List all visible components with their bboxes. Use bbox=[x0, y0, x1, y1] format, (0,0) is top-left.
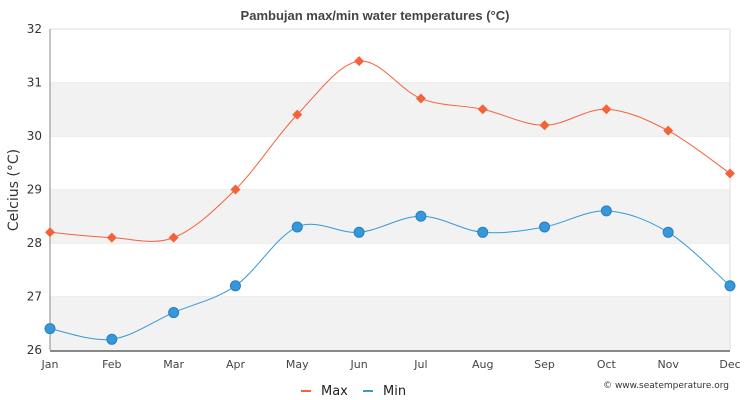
x-tick-label: Oct bbox=[597, 358, 617, 371]
x-tick-label: Dec bbox=[719, 358, 740, 371]
x-tick-label: Sep bbox=[534, 358, 555, 371]
grid-band bbox=[50, 29, 730, 83]
y-tick-label: 30 bbox=[27, 129, 42, 143]
grid-band bbox=[50, 296, 730, 350]
grid-band bbox=[50, 189, 730, 243]
data-point-max bbox=[45, 227, 55, 238]
x-tick-label: Mar bbox=[163, 358, 184, 371]
x-tick-label: Jan bbox=[41, 358, 59, 371]
y-tick-label: 28 bbox=[27, 236, 42, 250]
data-point-min bbox=[106, 333, 118, 345]
data-point-max bbox=[725, 168, 735, 179]
x-tick-label: May bbox=[286, 358, 309, 371]
data-point-max bbox=[601, 104, 612, 115]
grid-band bbox=[50, 82, 730, 136]
x-tick-label: Jun bbox=[349, 358, 367, 371]
data-point-min bbox=[600, 205, 612, 217]
x-tick-label: Aug bbox=[472, 358, 493, 371]
legend-min-label[interactable]: Min bbox=[383, 384, 406, 399]
x-tick-label: Nov bbox=[657, 358, 679, 371]
data-point-max bbox=[106, 232, 117, 243]
data-point-min bbox=[662, 226, 674, 238]
data-point-max bbox=[663, 125, 674, 136]
data-point-min bbox=[229, 280, 241, 292]
data-point-min bbox=[415, 210, 427, 222]
data-point-max bbox=[168, 232, 179, 243]
x-tick-label: Apr bbox=[226, 358, 246, 371]
y-tick-label: 29 bbox=[27, 183, 42, 197]
data-point-max bbox=[230, 184, 241, 195]
y-tick-label: 26 bbox=[27, 343, 42, 357]
data-point-min bbox=[724, 280, 736, 292]
credit: © www.seatemperature.org bbox=[603, 381, 729, 391]
data-point-max bbox=[415, 93, 426, 104]
data-point-min bbox=[353, 226, 365, 238]
data-point-min bbox=[44, 323, 56, 335]
data-point-max bbox=[354, 56, 365, 67]
grid-band bbox=[50, 243, 730, 297]
chart-title: Pambujan max/min water temperatures (°C) bbox=[241, 8, 510, 23]
legend-max-label[interactable]: Max bbox=[321, 384, 348, 399]
data-point-min bbox=[477, 226, 489, 238]
grid-band bbox=[50, 136, 730, 190]
y-tick-label: 32 bbox=[27, 22, 42, 36]
data-point-min bbox=[168, 307, 180, 319]
x-tick-label: Feb bbox=[102, 358, 121, 371]
y-axis-label: Celcius (°C) bbox=[6, 149, 22, 231]
data-point-max bbox=[539, 120, 550, 131]
data-point-min bbox=[291, 221, 303, 233]
y-tick-label: 27 bbox=[27, 290, 42, 304]
data-point-max bbox=[477, 104, 488, 115]
data-point-max bbox=[292, 109, 303, 120]
x-tick-label: Jul bbox=[413, 358, 427, 371]
y-tick-label: 31 bbox=[27, 76, 42, 90]
data-point-min bbox=[539, 221, 551, 233]
